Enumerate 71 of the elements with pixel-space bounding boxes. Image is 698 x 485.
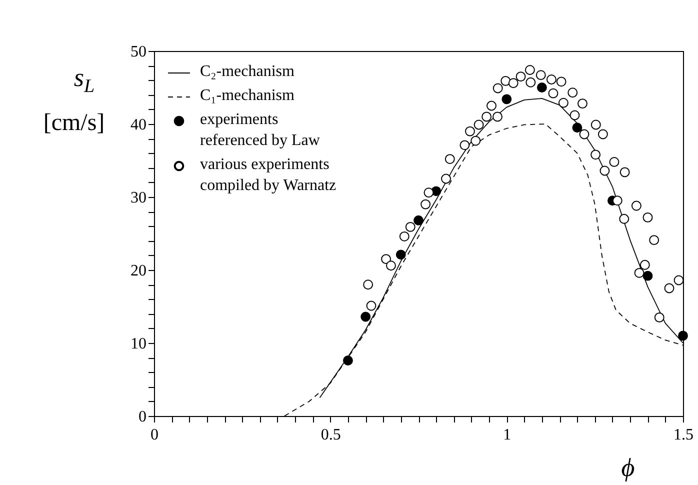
point bbox=[649, 235, 660, 246]
point bbox=[546, 74, 556, 84]
point bbox=[460, 140, 470, 150]
point bbox=[536, 70, 546, 80]
point bbox=[536, 82, 547, 92]
point bbox=[600, 166, 610, 176]
point bbox=[556, 76, 566, 87]
point bbox=[381, 254, 392, 264]
legend-label: various experiments compiled by Warnatz bbox=[200, 156, 336, 194]
point bbox=[500, 76, 511, 86]
x-tick-label: 1.5 bbox=[674, 426, 694, 444]
point bbox=[482, 112, 492, 122]
point bbox=[631, 200, 642, 211]
x-tick-label: 0 bbox=[150, 426, 158, 444]
point bbox=[492, 83, 503, 94]
point bbox=[570, 110, 580, 120]
point bbox=[590, 120, 601, 130]
y-tick-label: 30 bbox=[130, 190, 146, 206]
point bbox=[399, 231, 410, 242]
point bbox=[642, 212, 653, 222]
point bbox=[444, 154, 455, 164]
point bbox=[634, 268, 644, 278]
y-tick-label: 50 bbox=[130, 44, 146, 60]
point bbox=[524, 65, 535, 75]
point bbox=[568, 88, 578, 98]
point bbox=[516, 72, 526, 82]
point bbox=[579, 129, 590, 140]
point bbox=[620, 167, 630, 178]
point bbox=[609, 156, 620, 167]
legend-label: C₂-mechanism bbox=[200, 63, 295, 80]
point bbox=[465, 126, 475, 136]
point bbox=[502, 94, 512, 104]
point bbox=[558, 98, 568, 108]
x-tick-label: 1 bbox=[503, 426, 512, 444]
point bbox=[386, 260, 396, 271]
point bbox=[640, 260, 650, 270]
point bbox=[654, 312, 664, 322]
point bbox=[424, 188, 434, 198]
point bbox=[474, 120, 484, 130]
x-tick-label: 0.5 bbox=[320, 426, 341, 444]
point bbox=[492, 112, 502, 122]
point bbox=[396, 250, 406, 260]
y-tick-label: 20 bbox=[130, 262, 146, 280]
point bbox=[414, 215, 424, 226]
point bbox=[405, 222, 416, 232]
y-tick-label: 10 bbox=[130, 336, 146, 352]
point bbox=[470, 136, 481, 146]
point bbox=[441, 174, 451, 184]
legend-label: C₁-mechanism bbox=[200, 87, 295, 104]
point bbox=[642, 270, 653, 281]
point bbox=[674, 275, 684, 286]
point bbox=[572, 122, 582, 133]
point bbox=[664, 283, 674, 294]
point bbox=[612, 196, 622, 206]
point bbox=[678, 330, 688, 341]
point bbox=[548, 88, 558, 98]
point bbox=[619, 214, 630, 224]
y-tick-label: 40 bbox=[130, 116, 146, 134]
point bbox=[366, 300, 376, 311]
point bbox=[590, 150, 601, 160]
point bbox=[508, 78, 518, 88]
point bbox=[578, 98, 588, 109]
point bbox=[526, 77, 536, 88]
point bbox=[486, 100, 496, 111]
point bbox=[598, 129, 608, 140]
point bbox=[420, 199, 431, 210]
y-tick-label: 0 bbox=[138, 408, 146, 426]
x-axis-title: ϕ bbox=[621, 453, 635, 482]
point bbox=[363, 280, 374, 290]
point bbox=[360, 312, 371, 322]
point bbox=[342, 356, 353, 366]
